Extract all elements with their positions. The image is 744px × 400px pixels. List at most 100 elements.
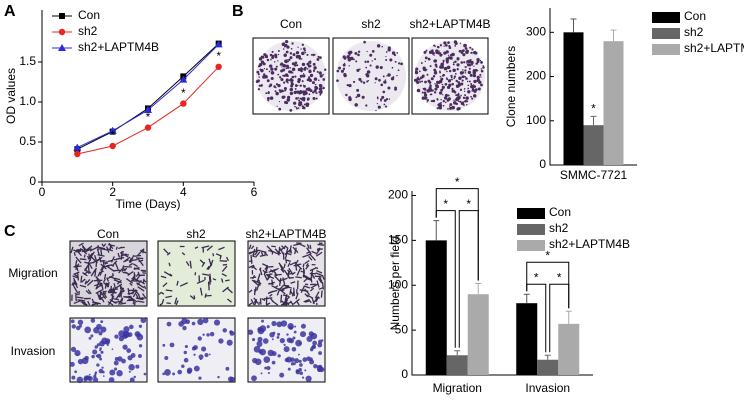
colony <box>269 85 271 87</box>
colony <box>447 94 450 97</box>
cell <box>91 298 94 303</box>
cell <box>289 245 292 253</box>
colony <box>274 55 278 59</box>
colony <box>463 43 467 48</box>
colony <box>423 87 427 91</box>
cell <box>248 302 253 306</box>
colony <box>455 79 458 83</box>
cell <box>99 357 103 361</box>
colony <box>450 74 453 77</box>
x-tick-label: 2 <box>109 185 116 199</box>
marker <box>58 44 66 51</box>
cell <box>260 372 263 375</box>
cell <box>268 249 275 253</box>
colony <box>346 83 349 87</box>
cell <box>126 278 134 284</box>
legend-label: sh2 <box>78 24 98 38</box>
colony <box>383 99 387 102</box>
colony <box>479 73 482 76</box>
colony <box>466 80 469 83</box>
cell <box>122 334 128 339</box>
cell <box>181 252 186 256</box>
colony <box>453 77 456 80</box>
colony <box>308 78 313 83</box>
colony <box>472 69 477 73</box>
cell <box>132 302 136 306</box>
colony <box>455 94 458 97</box>
cell <box>179 282 188 287</box>
colony <box>357 50 361 53</box>
colony <box>290 84 294 88</box>
colony <box>322 86 325 90</box>
colony <box>461 75 464 78</box>
cell <box>184 344 188 349</box>
cell <box>254 300 258 306</box>
cell <box>94 372 97 376</box>
colony <box>371 50 375 53</box>
cell <box>301 376 305 379</box>
cell <box>87 376 93 382</box>
colony <box>419 80 422 83</box>
cell <box>128 364 135 371</box>
cell <box>177 369 183 375</box>
colony <box>369 64 372 67</box>
cell <box>185 319 191 325</box>
colony <box>344 62 346 64</box>
cell <box>316 269 323 274</box>
cell <box>278 262 285 270</box>
cell <box>311 250 317 254</box>
colony <box>279 63 282 66</box>
cell <box>103 243 107 247</box>
cell <box>135 257 144 260</box>
cell <box>300 285 306 294</box>
cell <box>252 254 256 258</box>
cell <box>208 353 211 356</box>
cell <box>193 353 196 356</box>
colony <box>260 60 265 64</box>
cell <box>89 246 98 252</box>
cell <box>96 343 100 347</box>
cell <box>88 270 92 274</box>
cell <box>84 326 92 334</box>
cell <box>206 245 213 252</box>
bar <box>516 303 538 375</box>
colony <box>375 65 379 69</box>
cell <box>221 273 227 277</box>
cell <box>202 333 205 336</box>
colony <box>301 58 303 60</box>
colony <box>304 66 307 70</box>
colony <box>290 47 293 50</box>
colony <box>306 62 310 66</box>
colony <box>296 64 299 67</box>
marker <box>179 75 188 83</box>
colony <box>299 97 302 100</box>
colony <box>438 50 440 52</box>
colony <box>432 99 436 103</box>
colony <box>324 68 327 71</box>
colony <box>275 91 279 96</box>
colony <box>446 70 448 73</box>
colony <box>322 73 324 76</box>
colony <box>421 75 425 78</box>
colony <box>440 77 444 81</box>
x-tick-label: Migration <box>433 381 482 395</box>
cell <box>303 298 310 303</box>
cell <box>81 249 88 255</box>
cell <box>138 324 143 328</box>
cell <box>115 256 125 260</box>
colony <box>451 82 454 86</box>
colony <box>306 68 309 70</box>
cell <box>73 279 79 289</box>
colony <box>274 67 278 71</box>
bar <box>425 240 447 375</box>
colony <box>394 87 397 91</box>
cell <box>159 303 163 306</box>
cell <box>132 263 138 268</box>
cell <box>306 335 313 343</box>
cell <box>300 243 306 248</box>
cell <box>75 256 82 264</box>
cell <box>77 299 85 302</box>
colony <box>282 95 286 99</box>
cell <box>81 244 87 251</box>
colony <box>420 62 423 65</box>
